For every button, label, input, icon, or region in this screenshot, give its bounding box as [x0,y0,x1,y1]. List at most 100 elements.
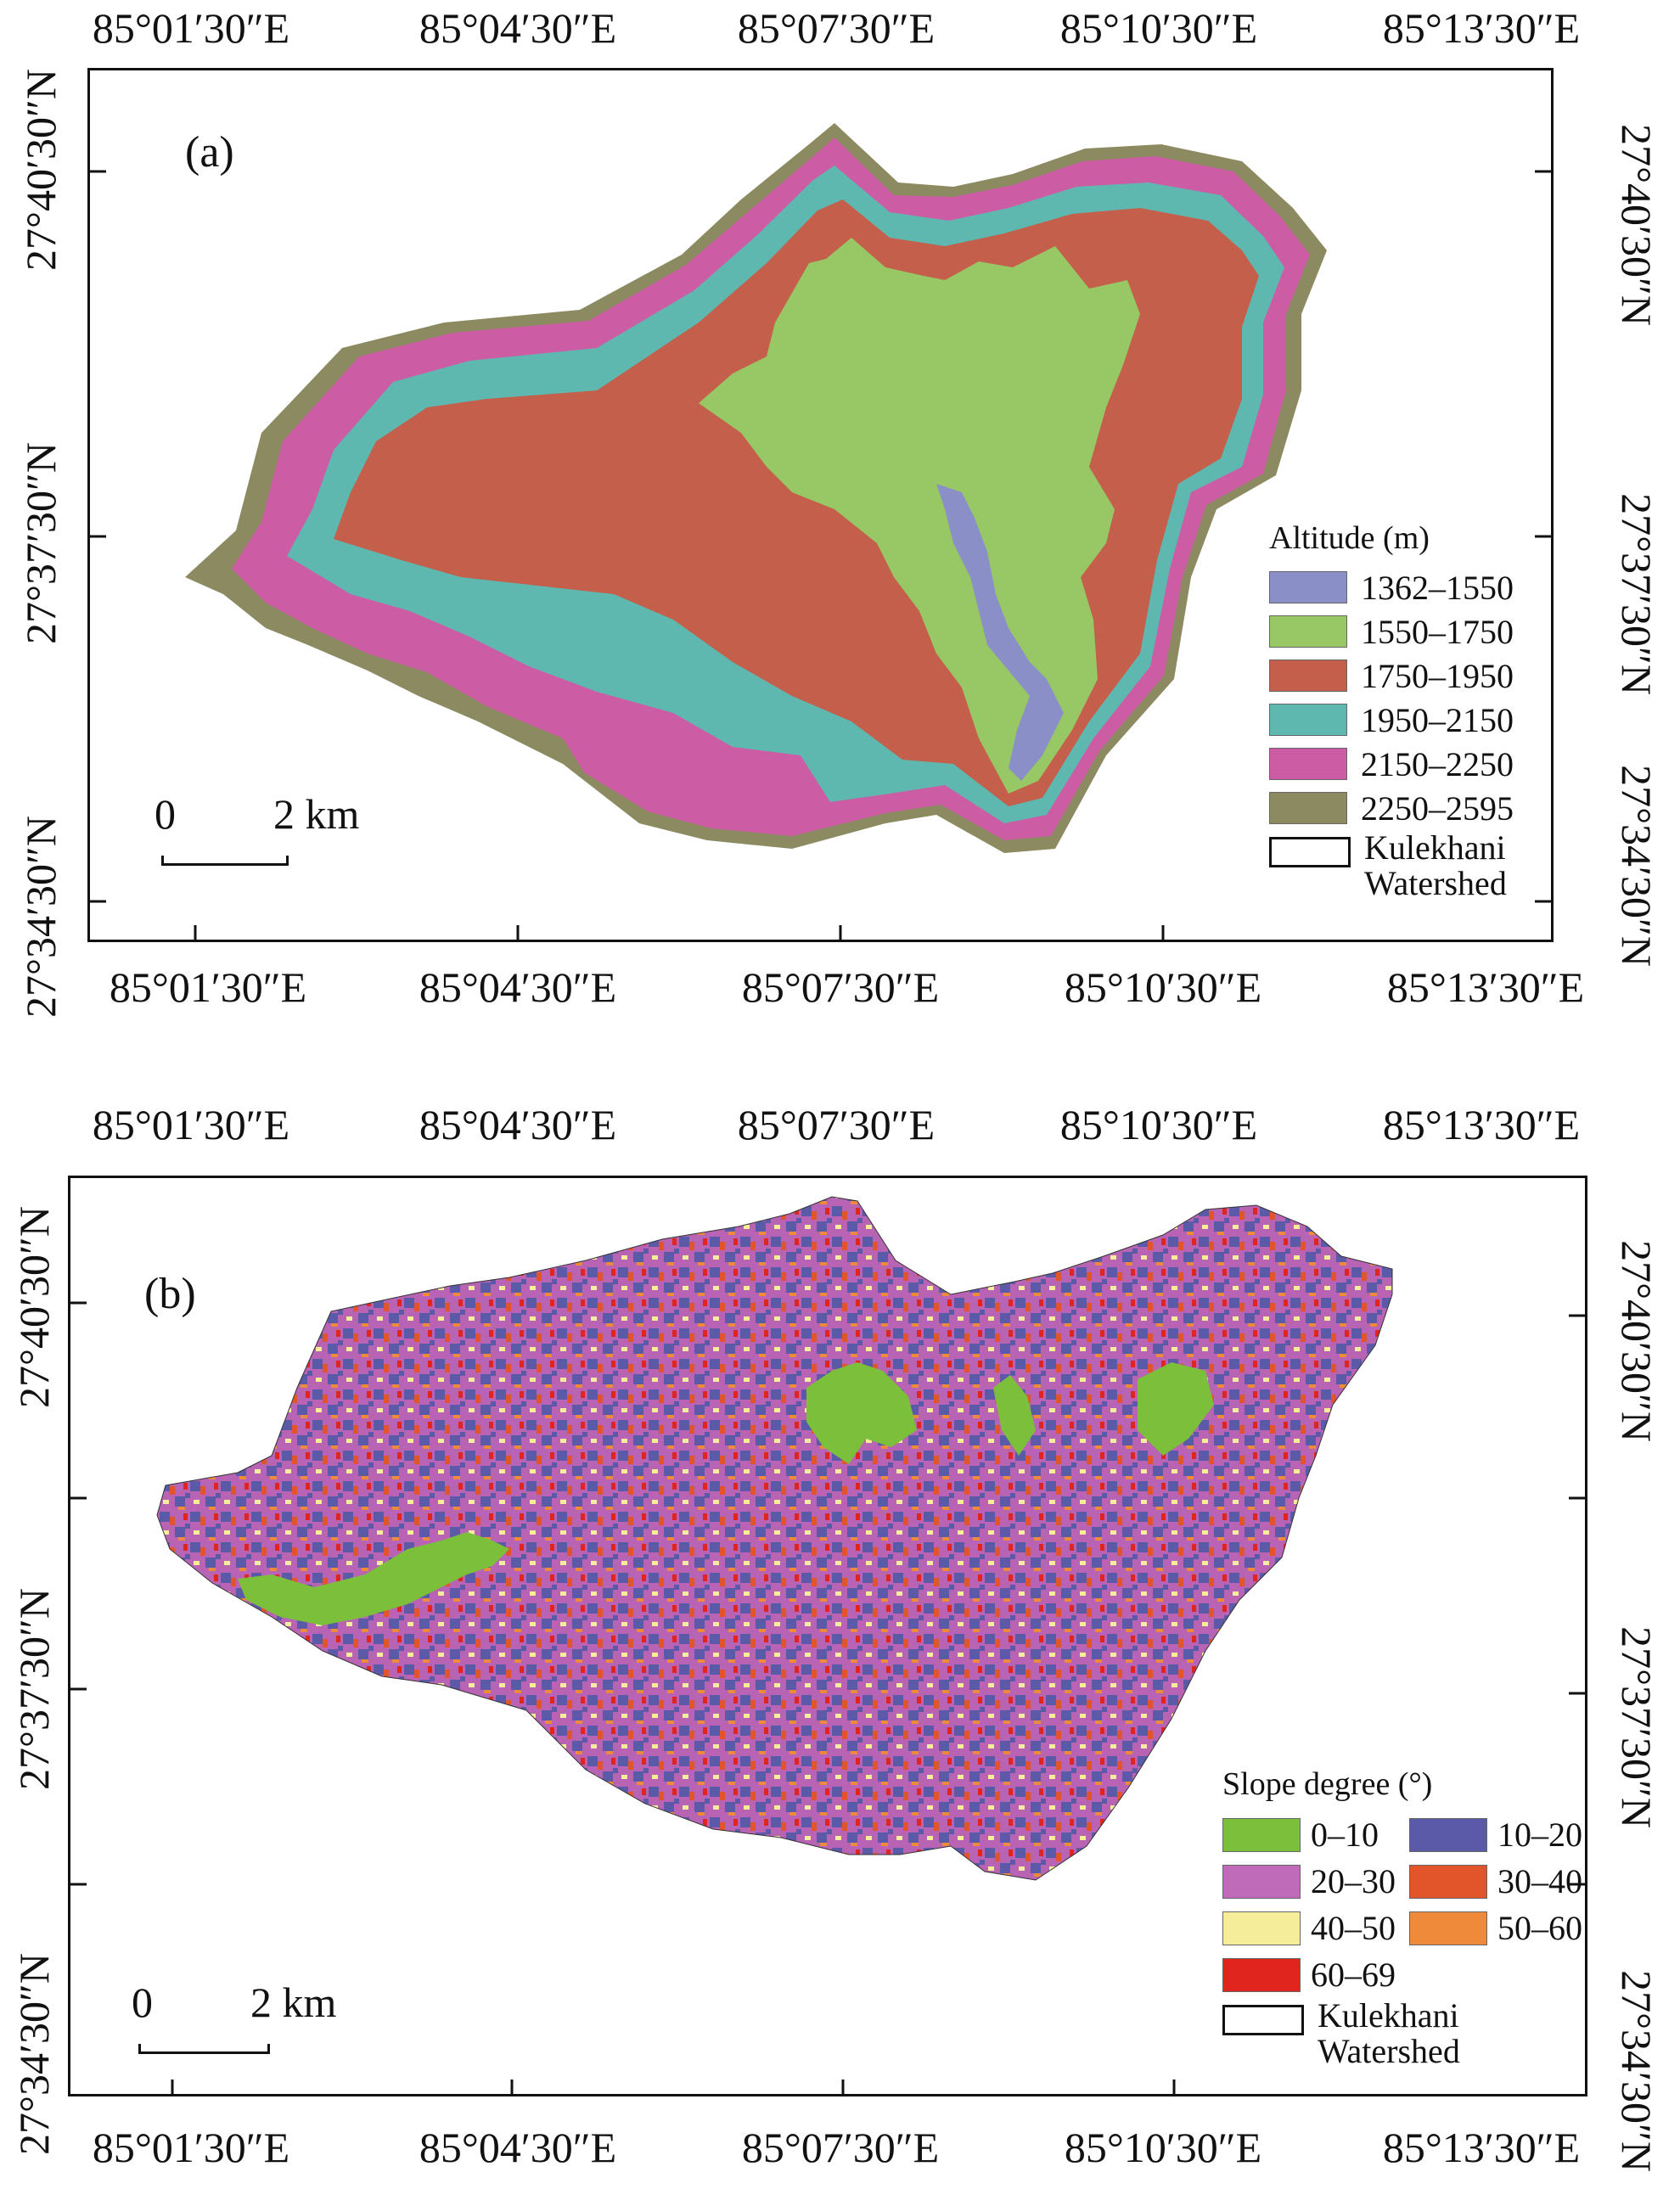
legend-title: Altitude (m) [1269,520,1430,556]
legend-swatch [1269,571,1347,603]
watershed-outline-swatch [1222,2005,1304,2035]
left-tick: 27°34′30″N [17,816,65,1018]
legend-item: 20–30 [1222,1858,1401,1905]
legend-label: 50–60 [1497,1909,1582,1947]
legend-item: 50–60 [1409,1905,1587,1951]
map-frame [87,68,1554,942]
altitude-legend: Altitude (m) 1362–1550 1550–1750 1750–19… [1269,519,1514,906]
top-tick: 85°13′30″E [1382,1101,1581,1148]
legend-swatch [1409,1911,1487,1945]
watershed-outline-swatch [1269,837,1351,867]
top-tick: 85°04′30″E [419,1101,617,1148]
legend-label: 40–50 [1311,1909,1396,1947]
left-tick: 27°40′30″N [17,69,65,271]
right-tick: 27°37′30″N [1613,1626,1660,1828]
legend-item: 40–50 [1222,1905,1401,1951]
legend-label: 20–30 [1311,1862,1396,1900]
top-tick: 85°10′30″E [1059,1101,1258,1148]
slope-map-panel: 85°01′30″E 85°04′30″E 85°07′30″E 85°10′3… [0,1095,1680,2189]
top-tick: 85°10′30″E [1059,4,1258,52]
scale-distance-label: 2 km [250,1979,337,2026]
bottom-tick: 85°10′30″E [1064,2124,1262,2171]
legend-item: 1950–2150 [1269,698,1514,742]
legend-label: 0–10 [1311,1816,1379,1854]
legend-grid: 0–10 10–20 20–30 30–40 40–50 50–60 60–69 [1222,1811,1587,1998]
legend-title: Slope degree (°) [1222,1766,1433,1802]
bottom-tick: 85°04′30″E [419,963,617,1011]
altitude-map [87,123,1554,942]
legend-label: 60–69 [1311,1956,1396,1994]
top-tick: 85°07′30″E [737,4,936,52]
left-tick: 27°40′30″N [10,1206,58,1408]
legend-swatch [1269,704,1347,736]
legend-item-watershed: Kulekhani Watershed [1269,830,1514,906]
right-tick: 27°40′30″N [1613,124,1660,326]
legend-item: 0–10 [1222,1811,1401,1858]
scale-zero-label: 0 [132,1979,153,2026]
map-frame [68,1176,1587,2096]
top-tick: 85°07′30″E [737,1101,936,1148]
right-tick: 27°34′30″N [1613,1970,1660,2172]
legend-item: 1550–1750 [1269,609,1514,654]
legend-label: 1750–1950 [1361,656,1514,695]
bottom-tick: 85°07′30″E [741,963,940,1011]
top-tick: 85°01′30″E [92,1101,290,1148]
bottom-tick: 85°10′30″E [1064,963,1262,1011]
bottom-tick: 85°01′30″E [92,2124,290,2171]
bottom-tick: 85°13′30″E [1382,2124,1581,2171]
bottom-tick: 85°01′30″E [109,963,307,1011]
legend-item: 60–69 [1222,1951,1401,1998]
watershed-label: Kulekhani Watershed [1364,830,1507,901]
legend-swatch [1222,1957,1301,1992]
right-tick: 27°37′30″N [1613,493,1660,695]
legend-item-watershed: Kulekhani Watershed [1222,1998,1587,2074]
legend-swatch [1269,660,1347,692]
watershed-label-line2: Watershed [1318,2032,1460,2070]
legend-swatch [1269,792,1347,824]
watershed-label-line2: Watershed [1364,864,1507,902]
bottom-tick: 85°13′30″E [1386,963,1585,1011]
panel-label-b: (b) [144,1270,196,1318]
legend-item: 1362–1550 [1269,565,1514,609]
legend-swatch [1269,615,1347,648]
top-tick: 85°13′30″E [1382,4,1581,52]
slope-map [68,1196,1587,2096]
watershed-label-line1: Kulekhani [1364,828,1506,867]
legend-label: 1550–1750 [1361,612,1514,651]
scale-zero-label: 0 [155,790,176,838]
watershed-label: Kulekhani Watershed [1318,1998,1460,2069]
scale-bar: 0 2 km [155,789,382,874]
panel-label-a: (a) [185,128,234,177]
scale-bar-line [161,856,289,866]
top-tick: 85°01′30″E [92,4,290,52]
legend-swatch [1269,748,1347,780]
top-tick: 85°04′30″E [419,4,617,52]
bottom-tick: 85°07′30″E [741,2124,940,2171]
legend-swatch [1409,1864,1487,1899]
slope-legend: Slope degree (°) 0–10 10–20 20–30 30–40 … [1222,1765,1587,2074]
legend-item: 2150–2250 [1269,742,1514,786]
legend-label: 2250–2595 [1361,789,1514,828]
right-tick: 27°34′30″N [1613,765,1660,967]
legend-swatch [1222,1911,1301,1945]
scale-bar: 0 2 km [132,1978,359,2063]
legend-swatch [1222,1817,1301,1852]
scale-distance-label: 2 km [273,790,360,838]
legend-label: 10–20 [1497,1816,1582,1854]
legend-label: 30–40 [1497,1862,1582,1900]
left-tick: 27°37′30″N [17,442,65,644]
legend-swatch [1409,1817,1487,1852]
legend-label: 2150–2250 [1361,744,1514,783]
legend-item: 1750–1950 [1269,654,1514,698]
bottom-tick: 85°04′30″E [419,2124,617,2171]
right-tick: 27°40′30″N [1613,1240,1660,1442]
left-tick: 27°34′30″N [10,1953,58,2155]
legend-label: 1362–1550 [1361,568,1514,607]
legend-item: 2250–2595 [1269,786,1514,830]
legend-item: 10–20 [1409,1811,1587,1858]
legend-swatch [1222,1864,1301,1899]
watershed-label-line1: Kulekhani [1318,1996,1459,2035]
legend-item: 30–40 [1409,1858,1587,1905]
legend-label: 1950–2150 [1361,700,1514,739]
left-tick: 27°37′30″N [10,1588,58,1790]
